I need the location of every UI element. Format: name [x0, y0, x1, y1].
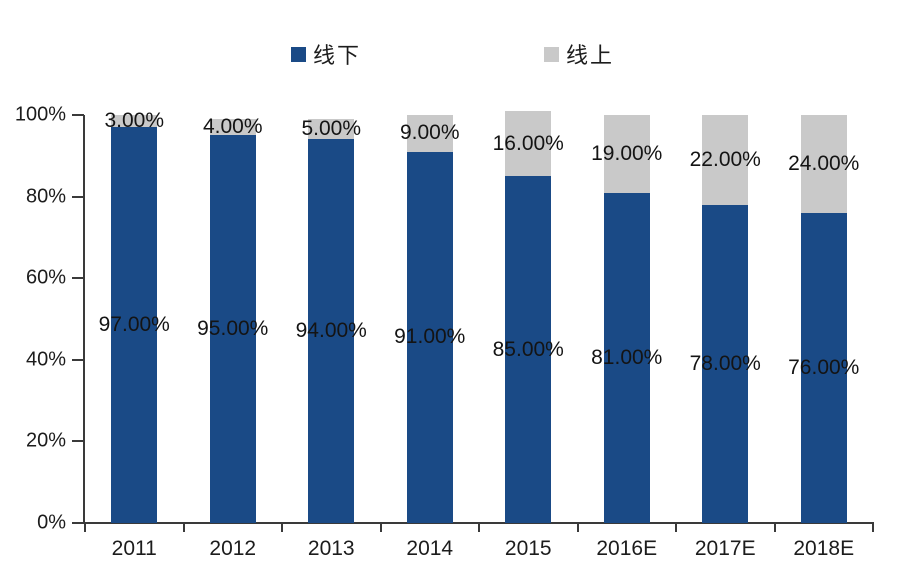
bar-segment-offline — [209, 135, 256, 523]
data-label-offline: 85.00% — [492, 337, 564, 361]
x-axis-category-label: 2014 — [406, 537, 454, 560]
data-label-offline: 78.00% — [689, 351, 761, 375]
x-axis-line — [76, 522, 874, 524]
legend-label-offline: 线下 — [313, 43, 362, 68]
bar-segment-online — [800, 115, 847, 213]
x-axis-tick — [478, 523, 480, 532]
data-label-online: 3.00% — [104, 109, 165, 133]
data-label-offline: 95.00% — [197, 317, 269, 341]
x-axis-category-label: 2011 — [111, 537, 157, 560]
x-axis-tick — [379, 523, 382, 532]
y-axis-tick-label: 60% — [25, 266, 66, 289]
bar-segment-offline — [505, 176, 552, 523]
data-label-offline: 97.00% — [98, 313, 170, 337]
data-label-online: 4.00% — [202, 115, 263, 139]
y-axis-line — [83, 115, 85, 523]
bar-segment-offline — [603, 192, 650, 523]
x-axis-tick — [773, 523, 776, 532]
x-axis-tick — [872, 523, 874, 532]
data-label-online: 5.00% — [301, 117, 362, 141]
data-label-online: 16.00% — [492, 131, 564, 155]
data-label-offline: 91.00% — [394, 325, 466, 349]
y-axis-tick — [72, 522, 84, 524]
x-axis-tick — [576, 523, 579, 532]
x-axis-category-label: 2012 — [209, 537, 257, 560]
bar-segment-online — [702, 115, 749, 205]
data-label-online: 24.00% — [788, 151, 860, 175]
y-axis-tick — [72, 277, 84, 280]
legend: 线下 线上 — [0, 42, 898, 72]
y-axis-tick-label: 40% — [25, 348, 66, 371]
y-axis-tick-label: 0% — [37, 511, 66, 534]
data-label-offline: 76.00% — [788, 355, 860, 379]
x-axis-category-label: 2018E — [793, 537, 855, 560]
y-axis-tick-label: 20% — [25, 429, 66, 452]
legend-swatch-offline-icon — [291, 46, 306, 62]
x-axis-tick — [182, 523, 185, 532]
x-axis-category-label: 2016E — [596, 537, 658, 560]
x-axis-category-label: 2017E — [694, 537, 756, 560]
bar-segment-offline — [406, 151, 453, 523]
data-label-offline: 81.00% — [591, 345, 663, 369]
bar-segment-online — [505, 110, 552, 177]
y-axis-tick — [72, 195, 84, 198]
legend-swatch-online-icon — [544, 46, 559, 62]
data-label-online: 19.00% — [591, 141, 663, 165]
bar-segment-online — [308, 119, 355, 140]
legend-label-online: 线上 — [566, 43, 615, 68]
y-axis-tick — [72, 440, 84, 443]
y-axis-tick — [72, 114, 84, 116]
bar-segment-online — [209, 119, 256, 136]
bar-segment-online — [603, 115, 650, 193]
legend-item-online: 线上 — [544, 42, 614, 68]
bar-segment-offline — [111, 127, 158, 523]
bar-segment-offline — [702, 204, 749, 523]
x-axis-tick — [84, 523, 86, 532]
x-axis-tick — [281, 523, 283, 532]
data-label-online: 9.00% — [399, 121, 460, 145]
x-axis-category-label: 2013 — [307, 537, 355, 560]
data-label-online: 22.00% — [689, 147, 761, 171]
bar-segment-online — [406, 115, 453, 152]
y-axis-tick — [72, 358, 84, 361]
y-axis-tick-label: 100% — [14, 103, 66, 126]
x-axis-category-label: 2015 — [504, 537, 552, 560]
legend-item-offline: 线下 — [291, 42, 361, 68]
bar-segment-online — [111, 115, 158, 128]
bar-segment-offline — [800, 212, 847, 523]
data-label-offline: 94.00% — [295, 319, 367, 343]
bar-segment-offline — [308, 139, 355, 523]
x-axis-tick — [675, 523, 677, 532]
y-axis-tick-label: 80% — [25, 185, 66, 208]
